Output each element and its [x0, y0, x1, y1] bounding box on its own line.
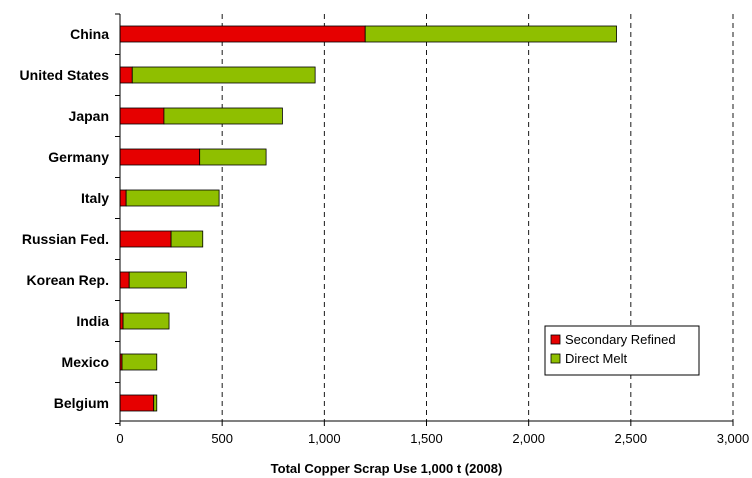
bar-germany-direct-melt: [199, 148, 267, 166]
category-label-mexico: Mexico: [62, 354, 109, 370]
axis-ticks: 0 500 1,000 1,500 2,000 2,500 3,000: [115, 13, 750, 446]
x-tick-label-2: 1,000: [308, 431, 341, 446]
legend-label-secondary-refined: Secondary Refined: [565, 332, 676, 347]
bar-india-direct-melt: [122, 312, 170, 330]
bar-china-secondary-refined: [119, 25, 366, 43]
bar-korean-rep--secondary-refined: [119, 271, 130, 289]
bar-russian-fed--direct-melt: [170, 230, 204, 248]
bar-belgium-secondary-refined: [119, 394, 155, 412]
legend-box: [544, 325, 700, 376]
bar-italy-secondary-refined: [119, 189, 127, 207]
category-label-germany: Germany: [48, 149, 109, 165]
x-tick-label-0: 0: [116, 431, 123, 446]
category-label-belgium: Belgium: [54, 395, 109, 411]
x-axis-title: Total Copper Scrap Use 1,000 t (2008): [271, 461, 503, 476]
category-label-united-states: United States: [20, 67, 110, 83]
bar-china-direct-melt: [364, 25, 617, 43]
x-tick-label-1: 500: [211, 431, 233, 446]
bar-russian-fed--secondary-refined: [119, 230, 172, 248]
legend-label-direct-melt: Direct Melt: [565, 351, 628, 366]
x-tick-label-3: 1,500: [410, 431, 443, 446]
legend: Secondary Refined Direct Melt: [544, 325, 700, 376]
bars: [119, 25, 617, 412]
category-label-india: India: [76, 313, 109, 329]
bar-mexico-direct-melt: [121, 353, 158, 371]
legend-swatch-secondary-refined: [550, 334, 561, 345]
bar-korean-rep--direct-melt: [128, 271, 187, 289]
bar-united-states-secondary-refined: [119, 66, 133, 84]
bar-japan-direct-melt: [163, 107, 283, 125]
category-label-russian-fed-: Russian Fed.: [22, 231, 109, 247]
x-tick-label-4: 2,000: [512, 431, 545, 446]
bar-united-states-direct-melt: [131, 66, 316, 84]
category-label-korean-rep-: Korean Rep.: [27, 272, 109, 288]
category-label-italy: Italy: [81, 190, 109, 206]
category-labels: China United States Japan Germany Italy Russi…: [20, 26, 110, 411]
bar-italy-direct-melt: [125, 189, 220, 207]
category-label-japan: Japan: [69, 108, 109, 124]
x-tick-label-5: 2,500: [615, 431, 648, 446]
bar-belgium-direct-melt: [153, 394, 158, 412]
category-label-china: China: [70, 26, 109, 42]
bar-japan-secondary-refined: [119, 107, 165, 125]
legend-swatch-direct-melt: [550, 353, 561, 364]
bar-germany-secondary-refined: [119, 148, 201, 166]
x-tick-label-6: 3,000: [717, 431, 750, 446]
